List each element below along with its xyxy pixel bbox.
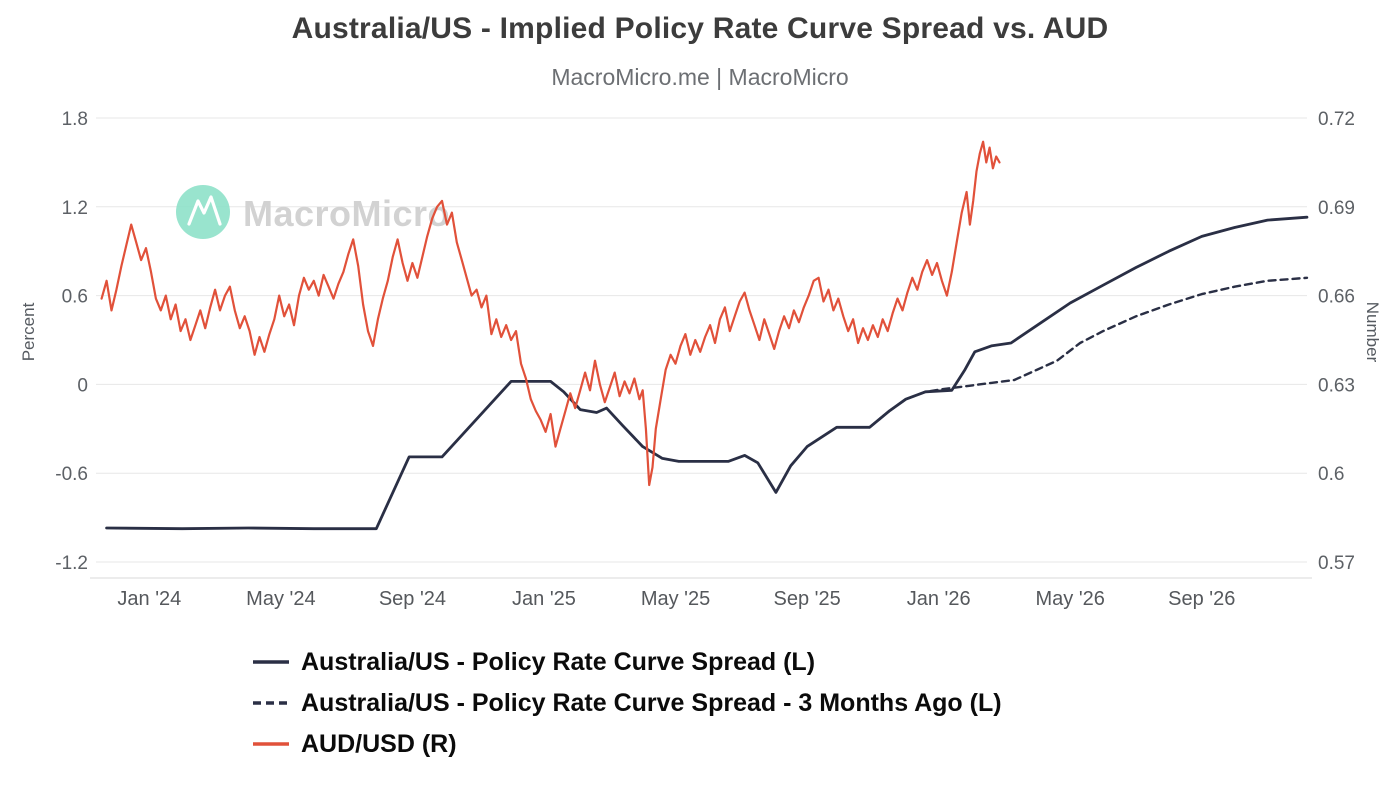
left-tick-label: 1.8 <box>62 109 88 130</box>
series-line-1 <box>868 276 1309 429</box>
right-tick-label: 0.69 <box>1318 198 1355 219</box>
x-tick-label: Sep '24 <box>379 588 446 610</box>
legend-item-spread-3m-ago[interactable]: Australia/US - Policy Rate Curve Spread … <box>252 683 1002 723</box>
x-tick-label: May '26 <box>1036 588 1105 610</box>
plot-area[interactable]: 1.8 0.72 1.2 0.69 0.6 0.66 0 0.63 -0.6 0.6 -1.2 0.5… <box>0 0 1400 622</box>
series-line-2 <box>100 140 1001 487</box>
legend: Australia/US - Policy Rate Curve Spread … <box>252 642 1002 764</box>
watermark: MacroMicro <box>176 185 450 239</box>
x-tick-label: May '24 <box>246 588 315 610</box>
left-axis-title: Percent <box>19 302 38 361</box>
left-tick-label: -0.6 <box>55 464 88 485</box>
series-line-0 <box>105 215 1309 531</box>
x-tick-label: May '25 <box>641 588 710 610</box>
legend-swatch-solid-icon <box>253 660 289 664</box>
legend-item-spread[interactable]: Australia/US - Policy Rate Curve Spread … <box>252 642 1002 682</box>
chart-subtitle: MacroMicro.me | MacroMicro <box>551 64 849 90</box>
left-tick-label: 0.6 <box>62 287 88 308</box>
right-tick-label: 0.66 <box>1318 287 1355 308</box>
gridlines: 1.8 0.72 1.2 0.69 0.6 0.66 0 0.63 -0.6 0.6 -1.2 0.5… <box>55 109 1355 610</box>
x-tick-label: Jan '26 <box>907 588 971 610</box>
right-tick-label: 0.6 <box>1318 464 1344 485</box>
legend-label-audusd: AUD/USD (R) <box>301 729 457 758</box>
watermark-text: MacroMicro <box>243 193 450 234</box>
left-tick-label: 0 <box>77 375 88 396</box>
x-tick-label: Jan '24 <box>117 588 181 610</box>
right-tick-label: 0.57 <box>1318 553 1355 574</box>
series-lines <box>100 140 1309 531</box>
x-tick-label: Jan '25 <box>512 588 576 610</box>
legend-label-spread-3m-ago: Australia/US - Policy Rate Curve Spread … <box>301 688 1002 717</box>
right-axis-title: Number <box>1363 302 1382 363</box>
legend-swatch-dashed-icon <box>253 701 289 705</box>
left-tick-label: 1.2 <box>62 198 88 219</box>
right-tick-label: 0.72 <box>1318 109 1355 130</box>
macromicro-logo-mountain-icon <box>187 195 222 226</box>
x-tick-label: Sep '25 <box>773 588 840 610</box>
chart-title: Australia/US - Implied Policy Rate Curve… <box>291 12 1109 45</box>
right-tick-label: 0.63 <box>1318 375 1355 396</box>
legend-label-spread: Australia/US - Policy Rate Curve Spread … <box>301 647 816 676</box>
x-tick-label: Sep '26 <box>1168 588 1235 610</box>
legend-swatch-red-icon <box>253 742 289 746</box>
left-tick-label: -1.2 <box>55 553 88 574</box>
legend-item-audusd[interactable]: AUD/USD (R) <box>252 724 1002 764</box>
